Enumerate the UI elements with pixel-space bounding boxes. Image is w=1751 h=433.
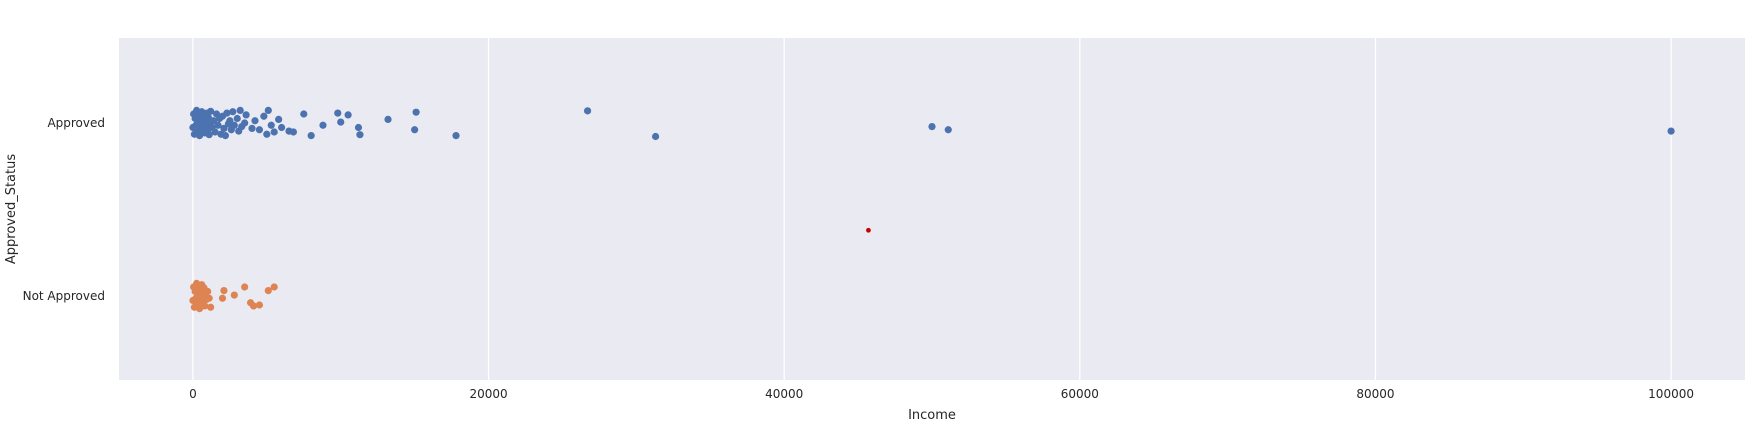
data-point [267,121,275,129]
data-point [264,287,272,295]
series-not-approved [189,279,278,313]
data-point [205,294,213,302]
data-point [211,128,219,136]
x-tick-label: 100000 [1648,387,1694,401]
data-point [384,115,392,123]
plot-area [119,38,1745,380]
data-point [207,107,215,115]
data-point [260,112,268,120]
data-point [928,123,936,131]
data-point [214,121,222,129]
x-tick-label: 80000 [1356,387,1394,401]
annotation-marker [866,227,871,233]
data-point [218,294,227,302]
data-point [289,128,298,136]
data-point [583,107,592,115]
data-point [344,111,352,119]
data-point [220,124,228,132]
data-point [354,123,363,132]
data-point [264,106,272,114]
x-tick-label: 0 [189,387,197,401]
x-tick-label: 40000 [765,387,803,401]
data-point [411,126,419,134]
data-point [210,117,218,125]
data-point [412,108,420,116]
data-point [275,115,283,123]
data-point [255,126,264,134]
data-point [307,132,315,140]
data-point [270,283,278,291]
data-point [251,117,259,125]
data-point [233,114,241,123]
data-point [205,131,213,139]
y-axis-label: Approved_Status [4,154,19,265]
y-tick-label: Approved [47,116,105,130]
data-point [229,108,237,116]
series-approved [189,106,1675,141]
data-point [337,118,345,126]
data-point [278,123,286,132]
data-point [241,119,249,127]
x-tick-label: 60000 [1061,387,1099,401]
data-point [207,303,215,311]
data-point [204,287,212,296]
data-point [242,111,250,119]
data-point [221,132,230,140]
data-point [334,109,342,117]
data-point [201,302,209,310]
x-tick-label: 20000 [469,387,507,401]
data-point [356,131,364,139]
data-point [248,124,256,132]
data-point [230,291,238,299]
data-point [944,126,952,134]
data-point [241,283,249,291]
data-point [263,130,271,138]
data-point [1667,127,1675,135]
data-point [226,117,234,125]
y-tick-label: Not Approved [23,289,105,303]
data-point [319,121,327,129]
data-point [204,114,213,122]
data-point [220,287,228,295]
data-point [230,121,238,129]
data-point [270,128,278,136]
data-point [651,132,660,141]
data-point [223,109,231,117]
data-point [452,132,460,140]
data-point [255,301,264,309]
x-axis-label: Income [908,408,956,423]
data-point [300,110,308,118]
data-point [249,302,258,310]
data-point [236,106,244,114]
